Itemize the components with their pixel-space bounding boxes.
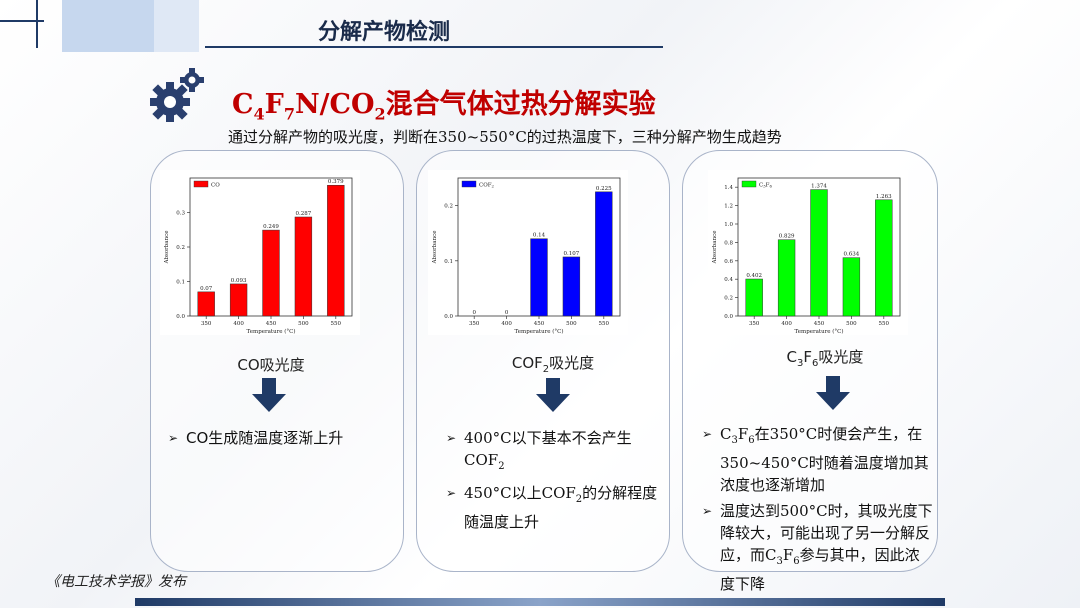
footer-source: 《电工技术学报》发布 [46, 574, 186, 590]
bar [530, 238, 548, 317]
bar [745, 278, 763, 317]
x-tick-label: 450 [814, 321, 825, 327]
down-arrow-icon [816, 376, 850, 410]
c3f6-chart-svg: 0.0 0.2 0.4 0.6 0.8 1.0 1.2 1.4 0.402 350 0.829 400… [712, 177, 901, 335]
section-heading: C4F7N/CO2混合气体过热分解实验 [232, 89, 656, 124]
data-label: 0.249 [263, 224, 279, 230]
y-tick-label: 0.1 [444, 259, 453, 265]
bar [875, 199, 893, 317]
cof2-chart: 0.0 0.1 0.2 0 350 0 400 0.14 450 0.107 500 0.225 550… [428, 170, 628, 335]
x-axis-label: Temperature (°C) [514, 328, 563, 335]
y-tick-label: 0.1 [176, 280, 185, 286]
bullet-item: 400°C以下基本不会产生COF2 [446, 427, 664, 478]
x-tick-label: 400 [781, 321, 792, 327]
y-tick-label: 0.4 [724, 277, 733, 283]
data-label: 0.07 [200, 286, 213, 292]
bar [294, 216, 313, 317]
y-tick-label: 0.8 [724, 240, 733, 246]
bar [810, 189, 828, 317]
data-label: 0.107 [564, 251, 580, 257]
down-arrow-icon [536, 378, 570, 412]
data-label: 0.402 [746, 273, 762, 279]
bar [777, 239, 796, 317]
y-axis-label: Absorbance [712, 231, 718, 265]
bullet-item: 450°C以上COF2的分解程度随温度上升 [446, 482, 664, 533]
bullet-item: 温度达到500°C时，其吸光度下降较大，可能出现了另一分解反应，而C3F6参与其… [702, 500, 934, 595]
y-tick-label: 0.0 [724, 314, 733, 320]
bottom-bar [135, 598, 945, 606]
co-conclusions: CO生成随温度逐渐上升 [168, 427, 394, 453]
data-label: 0.379 [328, 179, 344, 185]
data-label: 0.14 [533, 233, 546, 239]
x-tick-label: 450 [266, 321, 277, 327]
y-tick-label: 1.4 [724, 185, 733, 191]
x-tick-label: 350 [201, 321, 212, 327]
bar [842, 257, 861, 317]
x-tick-label: 550 [599, 321, 610, 327]
x-tick-label: 350 [469, 321, 480, 327]
x-tick-label: 400 [233, 321, 244, 327]
c3f6-chart: 0.0 0.2 0.4 0.6 0.8 1.0 1.2 1.4 0.402 350 0.829 400… [708, 170, 908, 335]
x-tick-label: 500 [846, 321, 857, 327]
y-axis-label: Absorbance [432, 231, 438, 265]
x-axis-label: Temperature (°C) [246, 328, 295, 335]
y-tick-label: 1.0 [724, 222, 733, 228]
c3f6-caption: C3F6吸光度 [786, 348, 864, 369]
bar [595, 191, 613, 317]
bar [262, 229, 280, 317]
x-tick-label: 550 [331, 321, 342, 327]
x-axis-label: Temperature (°C) [794, 328, 843, 335]
data-label: 1.374 [811, 184, 827, 190]
legend-label: C3F6 [759, 183, 772, 189]
y-tick-label: 0.2 [176, 245, 185, 251]
down-arrow-icon [252, 378, 286, 412]
data-label: 1.263 [876, 194, 892, 200]
page-title: 分解产物检测 [318, 20, 451, 45]
co-caption: CO吸光度 [237, 356, 305, 374]
x-tick-label: 500 [566, 321, 577, 327]
legend-label: COF2 [479, 183, 495, 189]
legend-swatch [461, 180, 477, 188]
data-label: 0 [472, 310, 476, 316]
bullet-item: C3F6在350°C时便会产生，在350~450°C时随着温度增加其浓度也逐渐增… [702, 423, 934, 496]
header-decoration [0, 0, 200, 52]
cof2-caption: COF2吸光度 [511, 354, 595, 375]
data-label: 0.634 [844, 252, 860, 258]
x-tick-label: 450 [534, 321, 545, 327]
y-tick-label: 0.2 [444, 204, 453, 210]
bullet-item: CO生成随温度逐渐上升 [168, 427, 394, 449]
y-tick-label: 0.2 [724, 296, 733, 302]
cof2-chart-svg: 0.0 0.1 0.2 0 350 0 400 0.14 450 0.107 500 0.225 550… [432, 177, 621, 335]
x-tick-label: 500 [298, 321, 309, 327]
legend-swatch [741, 180, 757, 188]
co-chart: 0.0 0.1 0.2 0.3 0.07 350 0.093 400 0.249 450 0.287… [160, 170, 360, 335]
data-label: 0 [505, 310, 509, 316]
bar [229, 283, 248, 317]
bar [562, 256, 581, 317]
c3f6-conclusions: C3F6在350°C时便会产生，在350~450°C时随着温度增加其浓度也逐渐增… [702, 423, 934, 599]
gear-icon [150, 68, 204, 122]
legend-label: CO [211, 183, 220, 189]
x-tick-label: 550 [879, 321, 890, 327]
y-tick-label: 0.6 [724, 259, 733, 265]
bar [327, 184, 345, 317]
title-underline [205, 46, 663, 48]
data-label: 0.287 [296, 211, 312, 217]
x-tick-label: 400 [501, 321, 512, 327]
bar [197, 291, 215, 317]
cof2-conclusions: 400°C以下基本不会产生COF2 450°C以上COF2的分解程度随温度上升 [446, 427, 664, 537]
y-tick-label: 1.2 [724, 204, 733, 210]
data-label: 0.225 [596, 186, 612, 192]
x-tick-label: 350 [749, 321, 760, 327]
legend-swatch [193, 180, 209, 188]
data-label: 0.093 [231, 278, 247, 284]
y-tick-label: 0.0 [176, 314, 185, 320]
y-tick-label: 0.0 [444, 314, 453, 320]
data-label: 0.829 [779, 234, 795, 240]
y-tick-label: 0.3 [176, 211, 185, 217]
co-chart-svg: 0.0 0.1 0.2 0.3 0.07 350 0.093 400 0.249 450 0.287… [164, 177, 353, 335]
subtitle: 通过分解产物的吸光度，判断在350~550°C的过热温度下，三种分解产物生成趋势 [228, 128, 782, 146]
y-axis-label: Absorbance [164, 231, 170, 265]
